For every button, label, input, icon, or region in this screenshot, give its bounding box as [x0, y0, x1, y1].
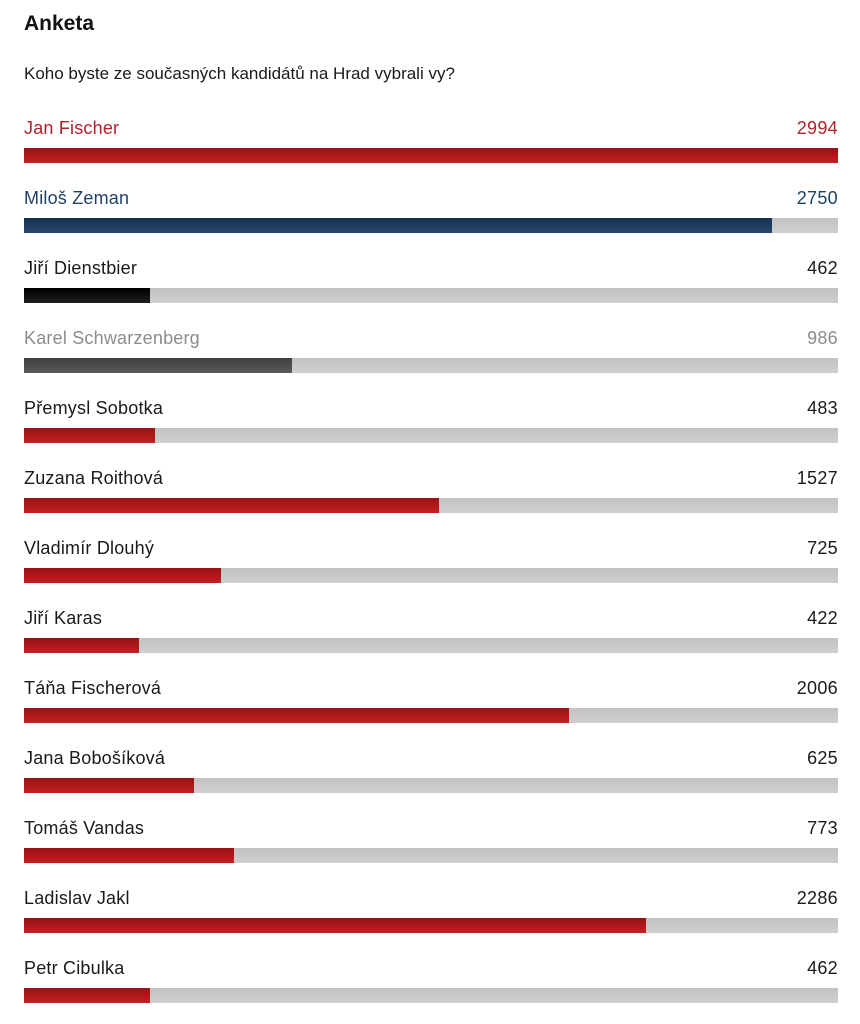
vote-bar-fill — [24, 638, 139, 653]
vote-count: 422 — [807, 608, 838, 628]
candidate-name: Jana Bobošíková — [24, 748, 166, 768]
poll-row-header: Karel Schwarzenberg 986 — [24, 328, 838, 358]
vote-bar-fill — [24, 498, 440, 513]
vote-bar-fill — [24, 848, 235, 863]
poll-row-header: Miloš Zeman 2750 — [24, 188, 838, 218]
vote-count: 1527 — [796, 468, 838, 488]
vote-bar-fill — [24, 568, 222, 583]
vote-count: 2006 — [796, 678, 838, 698]
poll-result-row: Zuzana Roithová 1527 — [24, 460, 838, 530]
poll-results-list: Jan Fischer 2994 Miloš Zeman 2750 Jiří D… — [24, 110, 838, 1020]
vote-count: 2994 — [796, 118, 838, 138]
vote-bar-fill — [24, 778, 194, 793]
vote-bar-track — [24, 568, 838, 583]
candidate-name: Tomáš Vandas — [24, 818, 145, 838]
poll-result-row: Petr Cibulka 462 — [24, 950, 838, 1020]
poll-row-header: Ladislav Jakl 2286 — [24, 888, 838, 918]
poll-result-row: Jiří Karas 422 — [24, 600, 838, 670]
vote-bar-track — [24, 988, 838, 1003]
poll-question: Koho byste ze současných kandidátů na Hr… — [24, 64, 455, 83]
candidate-name: Petr Cibulka — [24, 958, 125, 978]
vote-bar-fill — [24, 288, 150, 303]
vote-bar-fill — [24, 918, 646, 933]
candidate-name: Jan Fischer — [24, 118, 120, 138]
poll-row-header: Tomáš Vandas 773 — [24, 818, 838, 848]
vote-bar-fill — [24, 148, 838, 163]
poll-row-header: Jan Fischer 2994 — [24, 118, 838, 148]
poll-result-row: Tomáš Vandas 773 — [24, 810, 838, 880]
vote-bar-track — [24, 848, 838, 863]
vote-bar-track — [24, 358, 838, 373]
vote-bar-track — [24, 918, 838, 933]
vote-bar-fill — [24, 708, 570, 723]
poll-result-row: Miloš Zeman 2750 — [24, 180, 838, 250]
poll-result-row: Ladislav Jakl 2286 — [24, 880, 838, 950]
vote-count: 2286 — [796, 888, 838, 908]
vote-count: 625 — [807, 748, 838, 768]
vote-bar-track — [24, 778, 838, 793]
vote-count: 2750 — [796, 188, 838, 208]
vote-count: 725 — [807, 538, 838, 558]
poll-row-header: Jiří Dienstbier 462 — [24, 258, 838, 288]
vote-bar-track — [24, 218, 838, 233]
vote-bar-track — [24, 708, 838, 723]
vote-bar-fill — [24, 428, 156, 443]
candidate-name: Ladislav Jakl — [24, 888, 130, 908]
vote-bar-fill — [24, 358, 293, 373]
vote-count: 986 — [807, 328, 838, 348]
poll-result-row: Vladimír Dlouhý 725 — [24, 530, 838, 600]
poll-result-row: Jana Bobošíková 625 — [24, 740, 838, 810]
candidate-name: Táňa Fischerová — [24, 678, 162, 698]
poll-result-row: Karel Schwarzenberg 986 — [24, 320, 838, 390]
vote-bar-track — [24, 428, 838, 443]
vote-bar-fill — [24, 988, 150, 1003]
poll-row-header: Jiří Karas 422 — [24, 608, 838, 638]
vote-bar-track — [24, 498, 838, 513]
poll-row-header: Zuzana Roithová 1527 — [24, 468, 838, 498]
vote-bar-track — [24, 638, 838, 653]
poll-result-row: Jan Fischer 2994 — [24, 110, 838, 180]
candidate-name: Zuzana Roithová — [24, 468, 164, 488]
vote-count: 462 — [807, 258, 838, 278]
vote-count: 462 — [807, 958, 838, 978]
vote-count: 483 — [807, 398, 838, 418]
candidate-name: Jiří Dienstbier — [24, 258, 138, 278]
poll-row-header: Vladimír Dlouhý 725 — [24, 538, 838, 568]
poll-result-row: Táňa Fischerová 2006 — [24, 670, 838, 740]
poll-result-row: Přemysl Sobotka 483 — [24, 390, 838, 460]
poll-row-header: Táňa Fischerová 2006 — [24, 678, 838, 708]
vote-count: 773 — [807, 818, 838, 838]
candidate-name: Přemysl Sobotka — [24, 398, 164, 418]
poll-result-row: Jiří Dienstbier 462 — [24, 250, 838, 320]
poll-row-header: Jana Bobošíková 625 — [24, 748, 838, 778]
candidate-name: Jiří Karas — [24, 608, 103, 628]
poll-title: Anketa — [24, 12, 95, 35]
vote-bar-track — [24, 148, 838, 163]
candidate-name: Karel Schwarzenberg — [24, 328, 200, 348]
vote-bar-track — [24, 288, 838, 303]
poll-row-header: Přemysl Sobotka 483 — [24, 398, 838, 428]
vote-bar-fill — [24, 218, 772, 233]
candidate-name: Vladimír Dlouhý — [24, 538, 155, 558]
candidate-name: Miloš Zeman — [24, 188, 130, 208]
poll-row-header: Petr Cibulka 462 — [24, 958, 838, 988]
